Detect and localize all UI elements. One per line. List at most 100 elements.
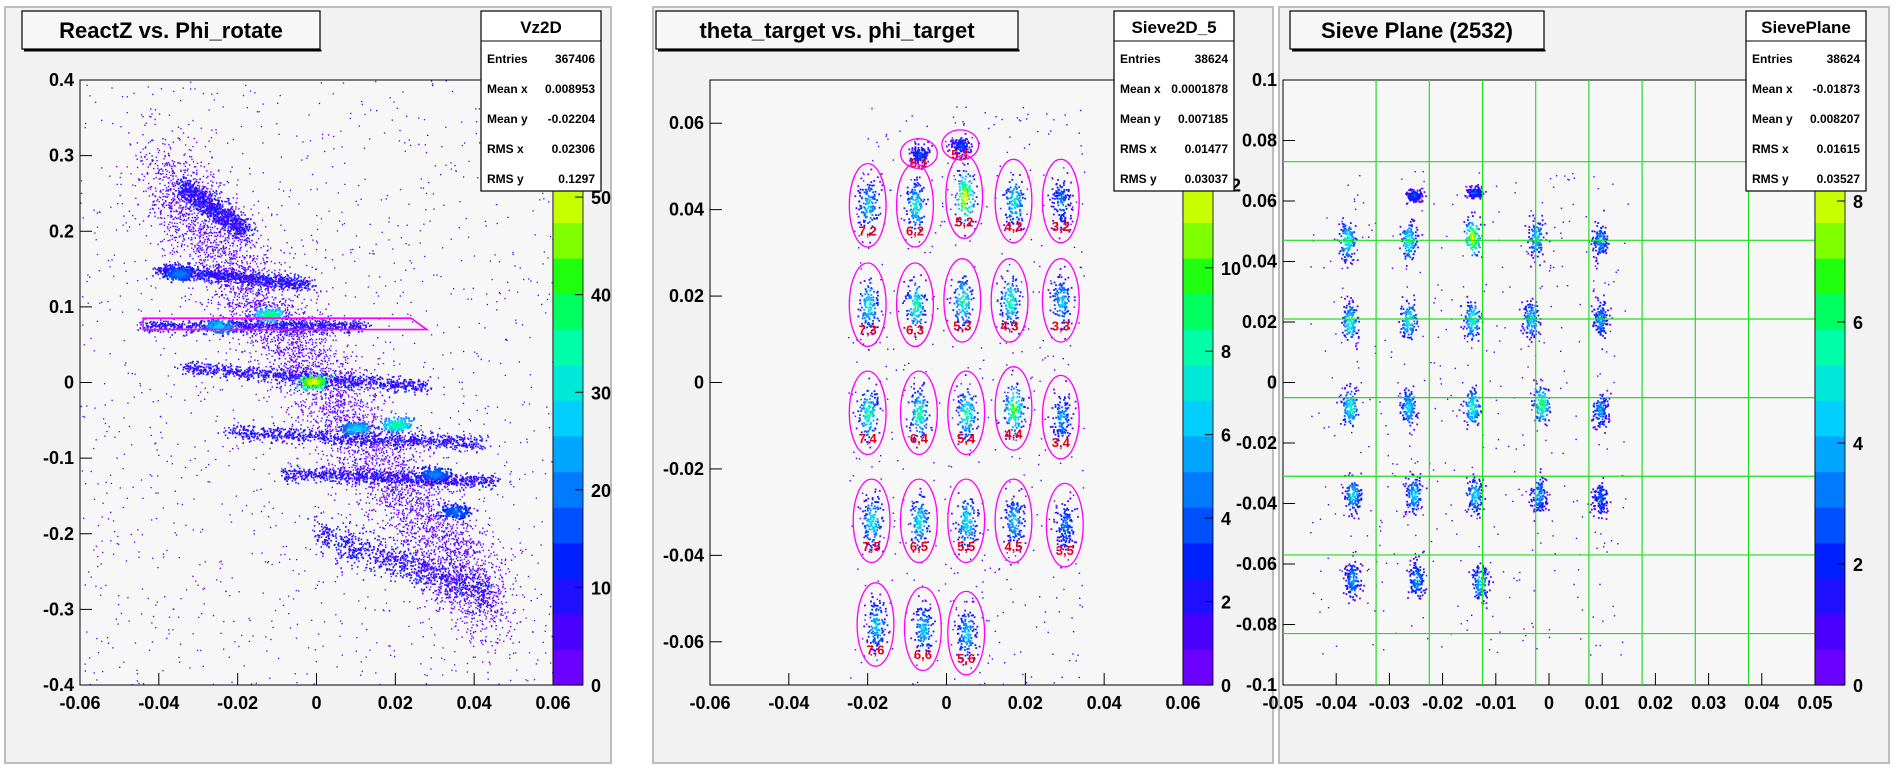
stats-name: SievePlane (1761, 18, 1851, 37)
hole-ellipse (895, 162, 935, 248)
color-bar-segment (553, 649, 583, 686)
x-tick-label: -0.04 (768, 693, 809, 713)
hole-label: 6,6 (914, 647, 932, 662)
z-tick-label: 0 (1221, 676, 1231, 696)
x-tick-label: -0.06 (59, 693, 100, 713)
stats-key: RMS x (487, 142, 524, 156)
color-bar-segment (1183, 257, 1213, 295)
hole-label: 3,4 (1052, 435, 1071, 450)
hole-ellipse (895, 262, 935, 348)
color-bar-segment (1183, 578, 1213, 615)
z-tick-label: 8 (1853, 192, 1863, 212)
axis-ticks: -0.06 -0.04 -0.02 0 0.02 0.04 0.06 -0.4 -0.3 -0.2… (43, 70, 571, 713)
hole-label: 4,3 (1001, 318, 1019, 333)
x-tick-label: 0 (311, 693, 321, 713)
y-tick-label: -0.3 (43, 599, 74, 619)
z-tick-label: 2 (1853, 555, 1863, 575)
color-bar-segment (553, 293, 583, 330)
hole-label: 6,2 (906, 223, 924, 238)
y-tick-label: -0.1 (43, 448, 74, 468)
x-tick-label: 0.04 (1087, 693, 1122, 713)
scatter-points (1310, 171, 1629, 656)
chart-title: theta_target vs. phi_target (699, 18, 975, 43)
axis-ticks: -0.06 -0.04 -0.02 0 0.02 0.04 0.06 -0.06 -0.04 -0… (663, 113, 1201, 713)
y-tick-label: 0.02 (1242, 312, 1277, 332)
z-tick-label: 0 (591, 676, 601, 696)
color-bar-segment (1815, 649, 1845, 686)
hole-ellipse (1041, 158, 1080, 244)
color-bar-segment (1815, 471, 1845, 508)
hole-label: 7,4 (859, 431, 878, 446)
title-box (21, 10, 321, 50)
hole-label: 4,2 (1004, 219, 1022, 234)
y-tick-label: -0.2 (43, 524, 74, 544)
color-bar-segment (1815, 400, 1845, 437)
hole-ellipse (947, 370, 986, 456)
hole-ellipse (1041, 374, 1080, 460)
axis-ticks: -0.05 -0.04 -0.03 -0.02 -0.01 0 0.01 0.02 0.03 0.… (1236, 70, 1833, 713)
y-tick-label: 0.3 (49, 146, 74, 166)
stats-frame (480, 10, 602, 192)
y-tick-label: -0.04 (1236, 494, 1277, 514)
y-tick-label: 0.2 (49, 221, 74, 241)
color-bar-segment (1183, 293, 1213, 330)
hole-label: 3,2 (1052, 219, 1070, 234)
hole-labels: 6,1 5,1 7,2 6,2 5,2 4,2 3,2 7,3 6,3 5,3 4,3 3,3 7,4 6… (859, 147, 1074, 666)
z-tick-label: 6 (1221, 426, 1231, 446)
hole-ellipse (990, 258, 1029, 343)
hole-label: 5,6 (957, 651, 975, 666)
color-bar-segment (553, 578, 583, 615)
hole-label: 7,6 (866, 643, 884, 658)
plot-frame (1282, 79, 1816, 686)
stats-value: 38624 (1195, 52, 1229, 66)
z-tick-label: 50 (591, 188, 611, 208)
z-tick-label: 8 (1221, 342, 1231, 362)
z-tick-label: 4 (1221, 509, 1231, 529)
color-bar-segment (1183, 471, 1213, 508)
stats-value: -0.02204 (548, 112, 596, 126)
color-bar-segment (553, 507, 583, 544)
z-tick-label: 20 (591, 481, 611, 501)
color-bar-segment (553, 329, 583, 366)
stats-key: RMS y (1752, 172, 1789, 186)
y-tick-label: 0.06 (669, 113, 704, 133)
stats-value: 0.0001878 (1171, 82, 1228, 96)
x-tick-label: -0.02 (217, 693, 258, 713)
hole-label: 5,2 (955, 215, 973, 230)
y-tick-label: -0.06 (1236, 554, 1277, 574)
y-tick-label: -0.08 (1236, 615, 1277, 635)
z-tick-label: 2 (1221, 593, 1231, 613)
stats-value: 0.008207 (1810, 112, 1860, 126)
stats-value: 0.03037 (1185, 172, 1229, 186)
stats-value: 367406 (555, 52, 595, 66)
hole-ellipse (903, 586, 942, 672)
x-tick-label: -0.04 (1316, 693, 1357, 713)
hole-ellipse (1045, 482, 1084, 568)
hole-label: 6,3 (906, 323, 924, 338)
y-tick-label: 0.1 (49, 297, 74, 317)
z-tick-label: 40 (591, 286, 611, 306)
x-tick-label: 0.03 (1691, 693, 1726, 713)
x-tick-label: -0.06 (689, 693, 730, 713)
stats-value: 0.1297 (558, 172, 595, 186)
stats-name: Vz2D (520, 18, 562, 37)
hole-ellipse (947, 590, 986, 676)
hole-label: 7,5 (863, 539, 881, 554)
chart-title: ReactZ vs. Phi_rotate (59, 18, 283, 43)
stats-key: Entries (487, 52, 528, 66)
hole-label: 7,2 (859, 223, 877, 238)
stats-key: Mean y (1752, 112, 1793, 126)
stats-value: 0.03527 (1817, 172, 1861, 186)
hole-label: 6,5 (910, 539, 928, 554)
color-bar-segment (1815, 435, 1845, 473)
hole-ellipse (994, 478, 1033, 564)
x-tick-label: -0.04 (138, 693, 179, 713)
stats-value: 0.007185 (1178, 112, 1228, 126)
stats-key: Mean x (1752, 82, 1793, 96)
stats-frame (1745, 10, 1867, 192)
y-tick-label: -0.06 (663, 632, 704, 652)
stats-key: RMS y (1120, 172, 1157, 186)
stats-key: Mean y (487, 112, 528, 126)
stats-key: RMS y (487, 172, 524, 186)
